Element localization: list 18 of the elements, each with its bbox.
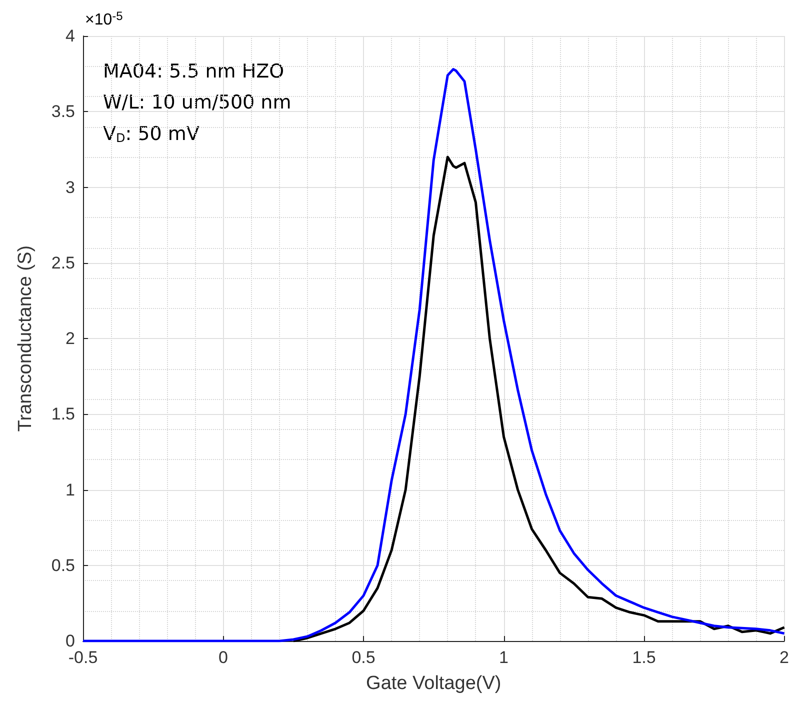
y-tick-label: 3.5 — [51, 102, 75, 122]
y-tick-label: 2.5 — [51, 253, 75, 272]
x-tick-label: 0 — [218, 648, 228, 667]
x-tick-label: 0.5 — [352, 648, 376, 667]
x-tick-label: 1.5 — [632, 648, 656, 667]
y-tick-label: 1.5 — [51, 404, 75, 424]
y-tick-label: 0.5 — [51, 556, 75, 575]
y-tick-label: 3 — [66, 178, 75, 197]
x-tick-label: -0.5 — [68, 648, 98, 667]
y-tick-label: 4 — [66, 26, 75, 46]
x-tick-label: 1 — [499, 648, 508, 667]
y-tick-label: 2 — [66, 329, 75, 348]
x-axis-title: Gate Voltage(V) — [366, 673, 502, 694]
y-tick-label: 1 — [66, 480, 75, 500]
y-axis-title: Transconductance (S) — [15, 245, 36, 432]
line-series — [292, 156, 786, 642]
x-tick-label: 2 — [780, 648, 790, 667]
y-tick-label: 0 — [66, 632, 75, 650]
